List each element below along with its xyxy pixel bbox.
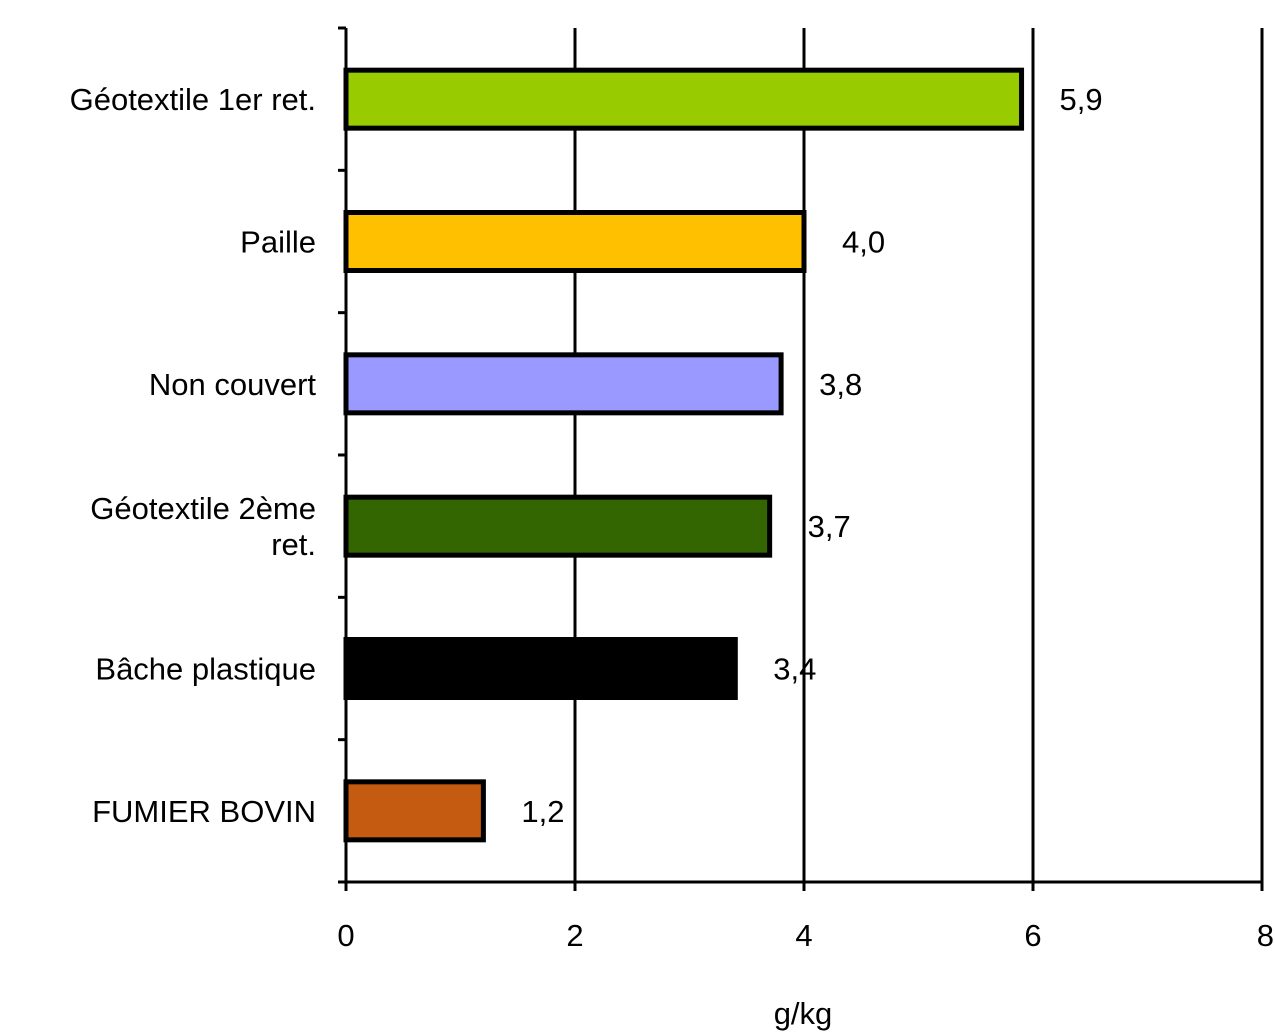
- category-label-1: Paille: [240, 225, 316, 260]
- bar-5: [343, 779, 486, 843]
- data-label-0: 5,9: [1060, 82, 1103, 117]
- axes: [338, 26, 1264, 891]
- gridlines: [573, 28, 1264, 882]
- x-tick-label-4: 4: [795, 918, 812, 953]
- category-label-4: Bâche plastique: [95, 652, 316, 687]
- bar-2: [343, 352, 784, 416]
- bar-3: [343, 494, 773, 558]
- category-label-3-line-1: ret.: [271, 527, 316, 562]
- bar-1: [343, 210, 807, 273]
- data-label-3: 3,7: [808, 509, 851, 544]
- bar-4: [343, 637, 738, 700]
- labels: 5,9 Géotextile 1er ret. 4,0 Paille 3,8 Non co…: [70, 82, 1274, 953]
- x-axis-title: g/kg: [774, 996, 833, 1031]
- data-label-4: 3,4: [773, 652, 816, 687]
- category-label-2: Non couvert: [149, 367, 317, 402]
- data-label-2: 3,8: [819, 367, 862, 402]
- x-tick-label-0: 0: [337, 918, 354, 953]
- x-tick-label-8: 8: [1257, 918, 1274, 953]
- bars: [343, 67, 1025, 843]
- x-tick-label-6: 6: [1024, 918, 1041, 953]
- bar-0: [343, 67, 1025, 131]
- x-tick-label-2: 2: [566, 918, 583, 953]
- data-label-1: 4,0: [842, 225, 885, 260]
- data-label-5: 1,2: [521, 794, 564, 829]
- category-label-0: Géotextile 1er ret.: [70, 82, 316, 117]
- category-label-5: FUMIER BOVIN: [92, 794, 316, 829]
- category-label-3-line-0: Géotextile 2ème: [90, 491, 316, 526]
